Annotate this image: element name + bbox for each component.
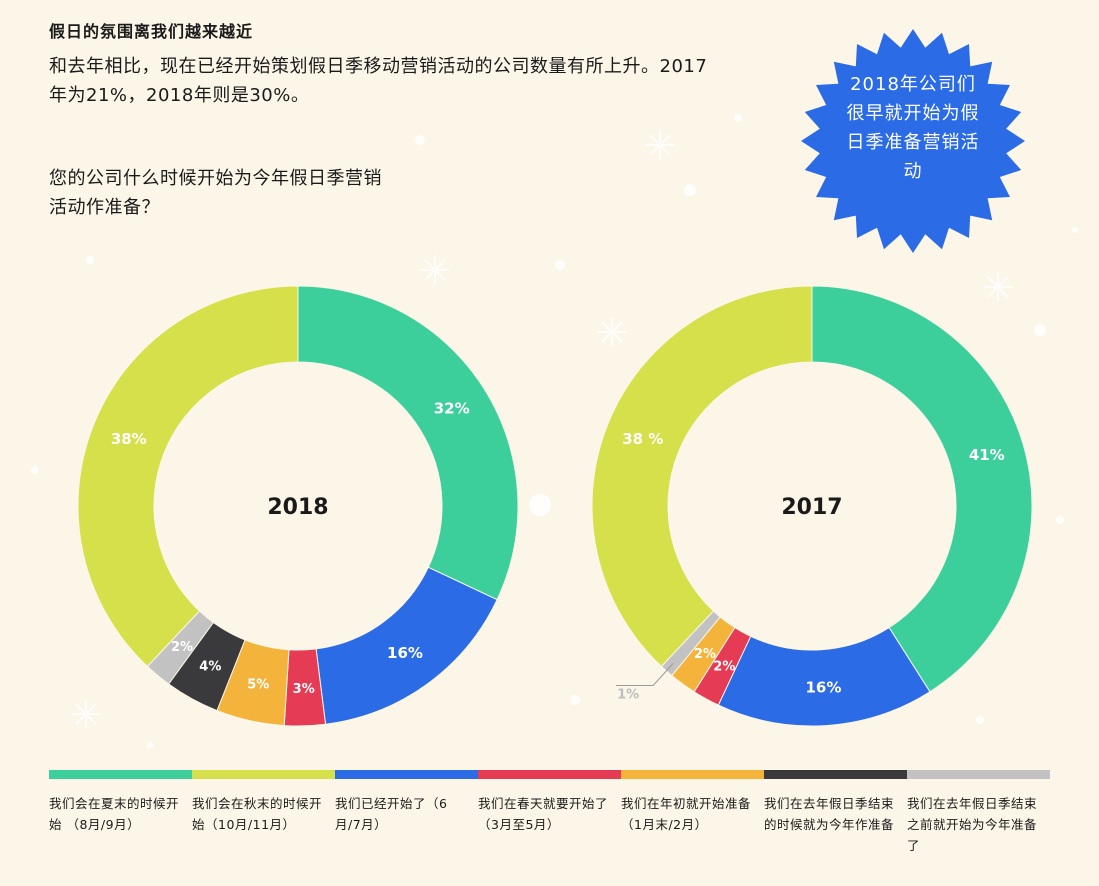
donut-center-label: 2018 [267, 495, 328, 520]
legend-item-already-started: 我们已经开始了（6月/7月） [335, 770, 478, 856]
donut-slice [811, 285, 1033, 693]
legend: 我们会在夏末的时候开始 （8月/9月） 我们会在秋末的时候开始（10月/11月）… [49, 770, 1050, 856]
survey-question: 您的公司什么时候开始为今年假日季营销活动作准备？ [49, 168, 382, 218]
slice-label: 2% [694, 647, 716, 662]
legend-label: 我们在去年假日季结束之前就开始为今年准备了 [907, 796, 1038, 853]
legend-swatch [764, 770, 907, 779]
slice-label: 4% [199, 659, 221, 674]
donut-slice [591, 285, 813, 668]
starburst-shape [801, 29, 1025, 253]
legend-label: 我们会在夏末的时候开始 （8月/9月） [49, 796, 180, 832]
slice-label: 38 % [622, 430, 663, 448]
intro-text: 和去年相比，现在已经开始策划假日季移动营销活动的公司数量有所上升。2017年为2… [49, 56, 708, 106]
legend-swatch [478, 770, 621, 779]
legend-label: 我们在春天就要开始了 （3月至5月） [478, 796, 609, 832]
legend-swatch [192, 770, 335, 779]
callout-badge: 2018年公司们很早就开始为假日季准备营销活动 [800, 28, 1026, 254]
slice-label: 1% [617, 688, 639, 703]
legend-item-autumn: 我们会在秋末的时候开始（10月/11月） [192, 770, 335, 856]
slice-label: 16% [805, 679, 841, 697]
badge-text: 2018年公司们很早就开始为假日季准备营销活动 [846, 74, 980, 182]
slice-label: 38% [111, 430, 147, 448]
legend-label: 我们会在秋末的时候开始（10月/11月） [192, 796, 323, 832]
legend-label: 我们在去年假日季结束的时候就为今年作准备 [764, 796, 895, 832]
leader-line [616, 663, 674, 687]
slice-label: 2% [171, 640, 193, 655]
donut-slice [77, 285, 299, 668]
donut-slice [297, 285, 519, 601]
legend-item-end-of-last-season: 我们在去年假日季结束的时候就为今年作准备 [764, 770, 907, 856]
donut-slice [717, 626, 931, 727]
legend-item-early-year: 我们在年初就开始准备 （1月末/2月） [621, 770, 764, 856]
legend-item-spring: 我们在春天就要开始了 （3月至5月） [478, 770, 621, 856]
legend-label: 我们已经开始了（6月/7月） [335, 796, 448, 832]
legend-item-before-last-season-end: 我们在去年假日季结束之前就开始为今年准备了 [907, 770, 1050, 856]
legend-swatch [335, 770, 478, 779]
legend-swatch [621, 770, 764, 779]
legend-swatch [49, 770, 192, 779]
slice-label: 2% [713, 659, 735, 674]
slice-label: 5% [247, 678, 269, 693]
headline: 假日的氛围离我们越来越近 [49, 22, 254, 41]
donut-center-label: 2017 [781, 495, 842, 520]
legend-swatch [907, 770, 1050, 779]
legend-item-summer: 我们会在夏末的时候开始 （8月/9月） [49, 770, 192, 856]
legend-label: 我们在年初就开始准备 （1月末/2月） [621, 796, 752, 832]
slice-label: 41% [969, 446, 1005, 464]
slice-label: 32% [434, 399, 470, 417]
slice-label: 16% [387, 644, 423, 662]
slice-label: 3% [293, 682, 315, 697]
